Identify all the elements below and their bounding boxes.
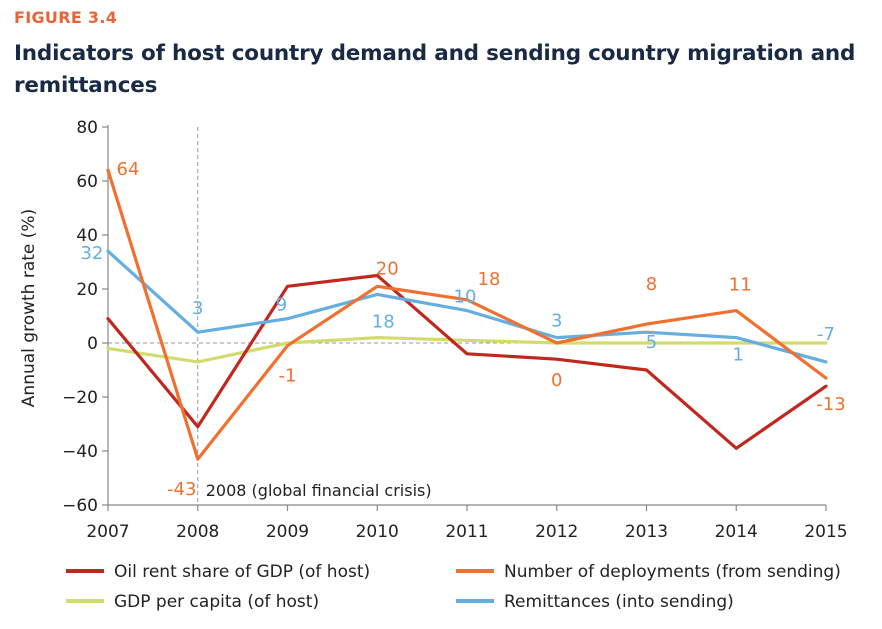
x-tick-label: 2008 [176,522,219,542]
x-tick-label: 2012 [535,522,578,542]
data-label: 5 [646,332,657,353]
figure-label: FIGURE 3.4 [14,8,118,27]
figure-title: Indicators of host country demand and se… [14,41,856,98]
data-label: 20 [376,258,399,279]
legend-label: Remittances (into sending) [504,592,734,612]
y-tick-label: −60 [62,496,98,516]
data-label: 8 [646,274,657,295]
legend-label: Oil rent share of GDP (of host) [114,562,370,582]
data-label: -1 [279,366,297,387]
chart-legend: Oil rent share of GDP (of host) Number of… [66,562,841,612]
data-label: 64 [117,159,140,180]
y-tick-label: 20 [76,280,98,300]
data-label: 9 [276,295,287,316]
x-tick-label: 2013 [625,522,668,542]
series-line [106,249,828,364]
y-tick-label: −20 [62,388,98,408]
legend-label: Number of deployments (from sending) [504,562,841,582]
series-line [106,273,828,450]
y-tick-label: 60 [76,172,98,192]
x-tick-label: 2014 [715,522,758,542]
y-tick-label: 40 [76,226,98,246]
y-tick-label: −40 [62,442,98,462]
data-label: -13 [816,394,845,415]
data-label: 32 [81,243,104,264]
data-label: -43 [167,479,196,500]
chart-axes: 2008 (global financial crisis)806040200−… [19,118,848,542]
data-label: 11 [729,275,752,296]
x-tick-label: 2009 [266,522,309,542]
data-label: 3 [192,298,203,319]
y-axis-title: Annual growth rate (%) [19,209,39,407]
series-line [106,336,828,364]
data-label: 3 [551,311,562,332]
chart-series [106,168,828,461]
x-tick-label: 2011 [445,522,488,542]
data-label: -7 [817,324,835,345]
legend-label: GDP per capita (of host) [114,592,319,612]
x-tick-label: 2010 [356,522,399,542]
x-tick-label: 2007 [86,522,129,542]
data-label: 18 [372,311,395,332]
data-label: 0 [551,370,562,391]
data-label: 10 [454,287,477,308]
data-label: 1 [733,345,744,366]
crisis-annotation: 2008 (global financial crisis) [206,481,432,500]
series-line [106,168,828,461]
y-tick-label: 80 [76,118,98,138]
x-tick-label: 2015 [804,522,847,542]
data-label: 18 [478,269,501,290]
y-tick-label: 0 [87,334,98,354]
